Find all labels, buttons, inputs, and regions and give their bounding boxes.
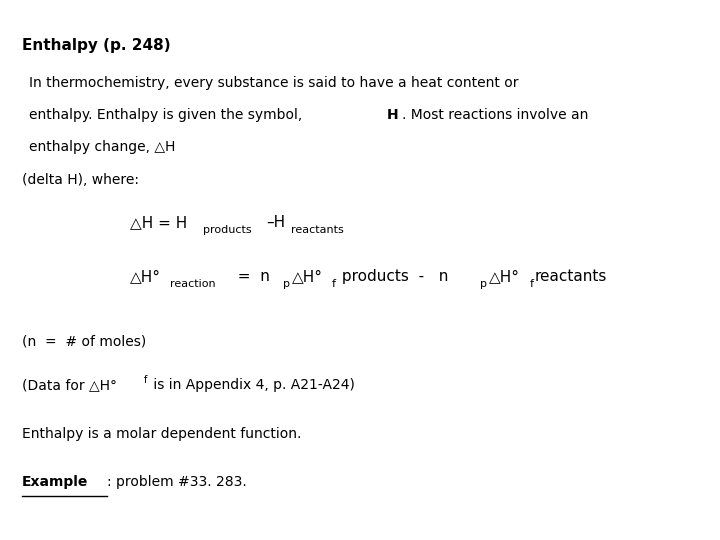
Text: f: f (144, 375, 148, 386)
Text: =  n: = n (228, 269, 270, 284)
Text: products: products (204, 225, 252, 235)
Text: △H°: △H° (490, 269, 521, 284)
Text: . Most reactions involve an: . Most reactions involve an (402, 108, 588, 122)
Text: –H: –H (266, 215, 285, 230)
Text: Example: Example (22, 475, 88, 489)
Text: △H = H: △H = H (130, 215, 187, 230)
Text: enthalpy. Enthalpy is given the symbol,: enthalpy. Enthalpy is given the symbol, (29, 108, 307, 122)
Text: reactants: reactants (291, 225, 343, 235)
Text: Enthalpy (p. 248): Enthalpy (p. 248) (22, 38, 170, 53)
Text: p: p (282, 279, 289, 289)
Text: reaction: reaction (170, 279, 215, 289)
Text: f: f (529, 279, 534, 289)
Text: is in Appendix 4, p. A21-A24): is in Appendix 4, p. A21-A24) (148, 378, 354, 392)
Text: △H°: △H° (292, 269, 323, 284)
Text: f: f (331, 279, 336, 289)
Text: (Data for △H°: (Data for △H° (22, 378, 117, 392)
Text: p: p (480, 279, 487, 289)
Text: In thermochemistry, every substance is said to have a heat content or: In thermochemistry, every substance is s… (29, 76, 518, 90)
Text: Enthalpy is a molar dependent function.: Enthalpy is a molar dependent function. (22, 427, 301, 441)
Text: enthalpy change, △H: enthalpy change, △H (29, 140, 175, 154)
Text: products  -   n: products - n (337, 269, 448, 284)
Text: △H°: △H° (130, 269, 161, 284)
Text: reactants: reactants (535, 269, 607, 284)
Text: : problem #33. 283.: : problem #33. 283. (107, 475, 247, 489)
Text: (n  =  # of moles): (n = # of moles) (22, 335, 146, 349)
Text: H: H (387, 108, 399, 122)
Text: (delta H), where:: (delta H), where: (22, 173, 138, 187)
